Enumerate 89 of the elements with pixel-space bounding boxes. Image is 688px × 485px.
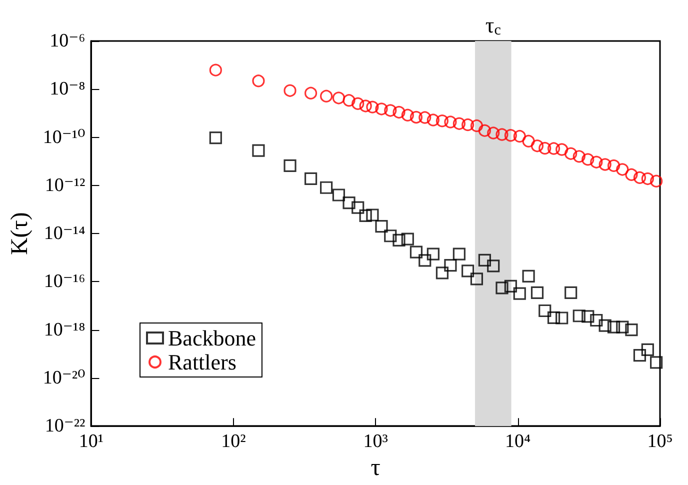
- point: [418, 111, 432, 124]
- point: [547, 142, 560, 155]
- point: [496, 128, 508, 141]
- point: [359, 209, 372, 222]
- point: [496, 282, 508, 294]
- point: [607, 159, 620, 172]
- point: [436, 266, 449, 280]
- y-tick-label: 10⁻⁸: [50, 78, 86, 100]
- point: [401, 108, 414, 122]
- point: [436, 114, 449, 128]
- point: [366, 208, 379, 222]
- point: [538, 304, 552, 318]
- point: [392, 234, 406, 246]
- point: [332, 92, 346, 104]
- point: [598, 319, 612, 332]
- point: [452, 248, 466, 260]
- point: [462, 264, 474, 278]
- point: [401, 232, 414, 246]
- y-axis-title: K(τ): [7, 212, 33, 256]
- y-tick-label: 10⁻¹⁴: [44, 223, 86, 244]
- point: [392, 106, 406, 119]
- point: [530, 286, 544, 299]
- point: [444, 116, 457, 128]
- point: [625, 168, 638, 181]
- point: [384, 230, 397, 242]
- point: [590, 314, 603, 327]
- x-axis-title: τ: [370, 455, 381, 481]
- point: [650, 356, 663, 369]
- point: [513, 130, 526, 143]
- point: [641, 172, 654, 185]
- point: [426, 114, 440, 126]
- point: [470, 119, 484, 132]
- y-tick-label: 10⁻¹⁶: [44, 271, 86, 292]
- point: [332, 188, 346, 202]
- point: [478, 124, 491, 137]
- point: [366, 100, 379, 114]
- point: [452, 117, 466, 130]
- point: [564, 147, 578, 160]
- point: [598, 158, 612, 171]
- point: [556, 143, 568, 156]
- point: [418, 254, 432, 267]
- y-tick-label: 10⁻²⁰: [42, 367, 86, 388]
- y-tick-label: 10⁻¹⁸: [44, 319, 86, 340]
- point: [359, 100, 372, 112]
- point: [410, 110, 423, 124]
- x-tick-label: 10²: [221, 431, 246, 452]
- point: [410, 246, 423, 258]
- point: [487, 260, 500, 272]
- y-tick-label: 10⁻¹⁰: [42, 126, 86, 148]
- point: [582, 153, 594, 166]
- point: [426, 248, 440, 260]
- point: [462, 118, 474, 132]
- point: [375, 102, 388, 116]
- point: [633, 349, 646, 362]
- x-tick-label: 10⁴: [505, 431, 531, 452]
- point: [590, 156, 603, 168]
- point: [556, 312, 568, 324]
- point: [478, 254, 491, 267]
- x-tick-label: 10⁵: [647, 431, 673, 452]
- point: [616, 320, 629, 334]
- point: [607, 320, 620, 334]
- point: [625, 324, 638, 336]
- point: [547, 311, 560, 324]
- point: [650, 174, 663, 188]
- point: [582, 310, 594, 323]
- point: [572, 150, 586, 163]
- point: [641, 343, 654, 356]
- point: [487, 126, 500, 140]
- legend-label: Backbone: [168, 326, 256, 350]
- point: [522, 270, 535, 282]
- point: [444, 258, 457, 272]
- point: [504, 129, 517, 142]
- point: [530, 140, 544, 152]
- point: [572, 310, 586, 322]
- point: [513, 287, 526, 300]
- point: [564, 286, 578, 299]
- point: [616, 163, 629, 176]
- y-tick-label: 10⁻¹²: [44, 174, 86, 196]
- legend-label: Rattlers: [168, 350, 236, 374]
- point: [470, 272, 484, 286]
- x-tick-label: 10³: [363, 431, 388, 452]
- point: [384, 104, 397, 117]
- point: [538, 142, 552, 155]
- point: [375, 220, 388, 233]
- point: [504, 280, 517, 292]
- x-tick-label: 10¹: [78, 431, 104, 452]
- point: [522, 134, 535, 148]
- y-tick-label: 10⁻⁶: [50, 30, 86, 52]
- point: [633, 171, 646, 184]
